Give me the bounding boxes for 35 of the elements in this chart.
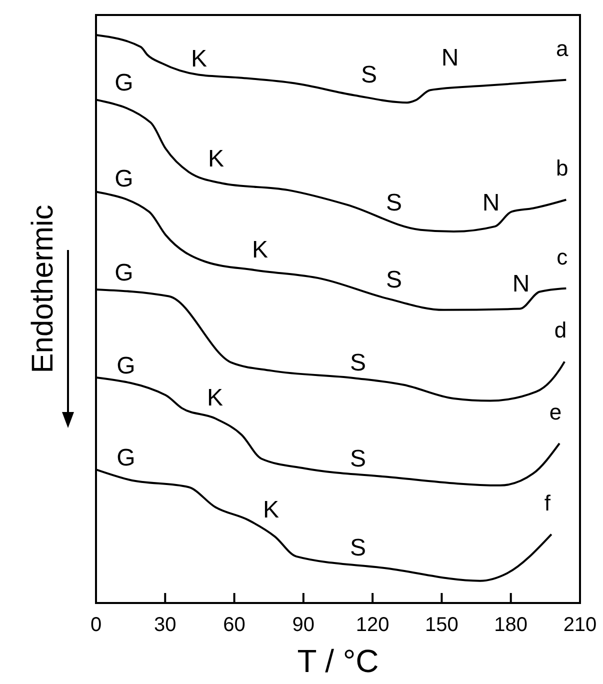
annotation: G [114,165,134,192]
annotation: G [116,444,136,472]
x-tick-label: 60 [223,614,246,636]
annotation: G [114,69,134,96]
y-axis-title: Endothermic [26,204,60,374]
annotation: K [252,236,268,264]
series-label: d [554,318,567,343]
x-tick-label: 210 [563,614,597,636]
annotation: S [360,61,378,88]
series-label: c [556,244,568,270]
x-axis-title: T / °C [297,643,379,679]
annotation: N [512,270,530,298]
annotation: G [114,259,134,286]
annotation: S [386,266,402,294]
annotation: K [208,145,224,172]
series-label: e [549,399,562,424]
x-tick-label: 120 [356,614,390,636]
annotation: K [206,384,224,412]
x-tick-label: 30 [154,614,176,636]
series-label: b [556,156,568,181]
annotation: N [482,189,500,216]
series-label: a [556,36,570,61]
x-tick-label: 0 [90,614,102,636]
annotation: K [190,45,208,72]
annotation: S [350,534,366,562]
x-tick-label: 90 [292,614,315,636]
annotation: S [350,349,366,376]
series-label: f [544,490,552,516]
x-tick-label: 180 [494,614,528,636]
annotation: N [441,44,459,72]
annotation: K [262,496,280,524]
x-tick-label: 150 [425,614,458,636]
annotation: S [350,445,366,472]
annotation: S [386,189,402,216]
annotation: G [116,352,136,380]
